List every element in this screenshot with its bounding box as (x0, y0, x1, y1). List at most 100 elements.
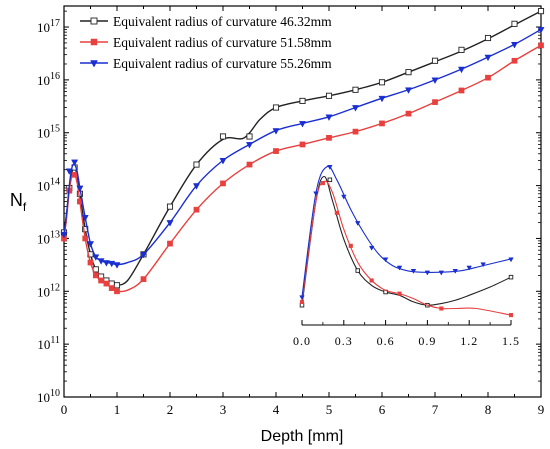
inset-data-point-marker (299, 299, 305, 304)
data-point-marker (484, 54, 492, 62)
data-point-marker (325, 92, 333, 99)
data-point-marker (81, 215, 89, 222)
data-point-marker (246, 133, 253, 140)
data-point-marker (113, 262, 121, 269)
y-tick-exponent: 17 (50, 18, 60, 29)
y-tick-exponent: 16 (50, 71, 60, 82)
data-point-marker (299, 97, 306, 104)
data-point-marker (405, 110, 412, 117)
x-tick-label: 6 (379, 402, 386, 417)
x-tick-label: 1 (114, 402, 121, 417)
inset-x-tick-label: 0.0 (293, 334, 311, 348)
data-point-marker (458, 87, 465, 94)
data-point-marker (82, 235, 89, 242)
data-point-marker (167, 240, 173, 247)
y-tick-label: 1014 (37, 177, 60, 194)
data-point-marker (298, 121, 307, 128)
data-point-marker (538, 42, 544, 49)
data-point-marker (272, 128, 280, 135)
data-point-marker (378, 95, 386, 103)
y-tick-label: 1013 (37, 229, 60, 246)
data-point-marker (192, 183, 201, 190)
legend-item-1: Equivalent radius of curvature 46.32mm (80, 14, 332, 29)
series-3 (60, 27, 545, 269)
data-point-marker (325, 114, 333, 121)
data-point-marker (193, 161, 200, 168)
y-tick-label: 1017 (37, 18, 60, 35)
inset-data-point-marker (355, 221, 361, 227)
inset-series-2 (299, 180, 514, 318)
y-tick-base: 10 (37, 73, 50, 88)
inset-data-point-marker (327, 165, 333, 170)
data-point-marker (65, 168, 73, 175)
inset-data-point-marker (320, 181, 325, 186)
data-point-marker (71, 159, 79, 167)
data-point-marker (86, 241, 95, 248)
inset-data-point-marker (452, 269, 458, 274)
series-line (63, 10, 542, 287)
data-point-marker (245, 142, 254, 149)
data-point-marker (92, 254, 100, 261)
data-point-marker (113, 282, 121, 289)
data-point-marker (431, 77, 439, 85)
data-point-marker (166, 220, 174, 227)
x-tick-label: 9 (538, 402, 545, 417)
inset-series-line (301, 175, 512, 306)
data-point-marker (103, 280, 110, 287)
y-tick-base: 10 (37, 231, 50, 246)
y-tick-label: 1010 (37, 388, 60, 405)
inset-data-point-marker (341, 194, 347, 200)
data-point-marker (76, 185, 84, 193)
data-point-marker (432, 99, 438, 105)
x-tick-label: 7 (432, 402, 439, 417)
data-point-marker (246, 161, 253, 168)
x-tick-label: 0 (61, 402, 68, 417)
inset-data-point-marker (382, 257, 389, 263)
x-tick-label: 8 (485, 402, 492, 417)
x-tick-label: 4 (273, 402, 280, 417)
inset-series-line (301, 180, 512, 316)
y-tick-exponent: 10 (50, 388, 60, 399)
y-tick-exponent: 13 (50, 229, 60, 240)
data-point-marker (102, 260, 110, 267)
data-point-marker (378, 79, 386, 86)
legend-marker (90, 38, 98, 46)
data-point-marker (139, 252, 148, 259)
series-2 (61, 42, 544, 295)
data-point-marker (219, 158, 227, 165)
data-point-marker (511, 20, 518, 27)
y-axis-label-sub: f (23, 200, 27, 214)
legend-marker (90, 17, 98, 25)
y-tick-label: 1012 (37, 282, 60, 299)
inset-data-point-marker (368, 245, 375, 251)
data-point-marker (299, 141, 306, 148)
data-point-marker (431, 57, 439, 64)
data-point-marker (92, 272, 99, 279)
data-point-marker (220, 180, 226, 187)
data-point-marker (166, 203, 174, 210)
y-tick-exponent: 15 (50, 124, 60, 135)
data-point-marker (457, 66, 466, 74)
data-point-marker (71, 171, 78, 178)
inset-data-point-marker (334, 210, 339, 215)
inset-data-point-marker (397, 291, 402, 296)
inset-data-point-marker (355, 268, 360, 273)
data-point-marker (351, 105, 360, 112)
data-point-marker (537, 8, 545, 15)
data-point-marker (108, 260, 116, 268)
legend-label: Equivalent radius of curvature 55.26mm (113, 56, 332, 71)
data-point-marker (510, 42, 519, 49)
data-point-marker (108, 285, 115, 291)
data-point-marker (272, 104, 280, 111)
y-tick-label: 1015 (37, 124, 60, 141)
data-point-marker (511, 57, 518, 64)
y-tick-label: 1016 (37, 71, 60, 88)
data-point-marker (485, 74, 491, 81)
x-axis-label: Depth [mm] (261, 428, 344, 445)
inset-data-point-marker (410, 269, 417, 274)
inset-x-tick-label: 1.5 (502, 334, 520, 348)
data-point-marker (273, 148, 279, 154)
y-axis-label-main: N (10, 190, 23, 210)
y-axis-label: Nf (10, 190, 27, 214)
